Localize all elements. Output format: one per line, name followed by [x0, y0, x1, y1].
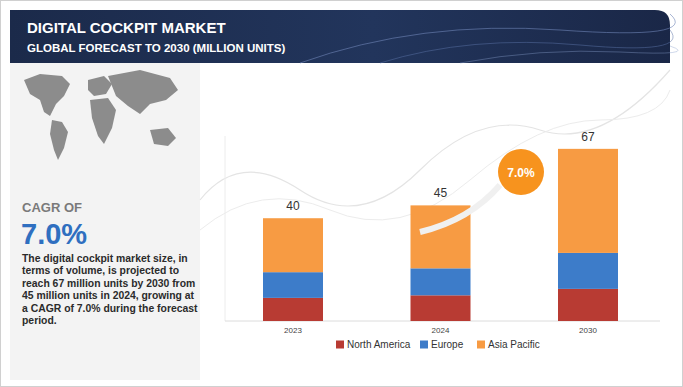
bar-segment [263, 298, 323, 321]
map-asia [108, 70, 178, 114]
x-tick-label: 2024 [432, 326, 450, 335]
bar-segment [411, 268, 471, 295]
bar-segment [263, 218, 323, 272]
legend-swatch [477, 341, 485, 349]
callout-circle [498, 149, 544, 195]
header-bar [10, 10, 670, 63]
x-tick-label: 2030 [579, 326, 597, 335]
map-north-america [24, 74, 70, 116]
summary-text: The digital cockpit market size, in term… [22, 253, 200, 327]
map-africa [90, 98, 116, 144]
total-label: 45 [434, 186, 448, 200]
header-streak [380, 30, 673, 63]
legend-label: Europe [431, 339, 464, 350]
map-australia [150, 128, 176, 146]
cagr-heading: CAGR OF [22, 200, 82, 215]
cagr-value: 7.0% [21, 218, 87, 250]
bar-segment [263, 272, 323, 298]
bars [263, 149, 618, 321]
world-map [24, 70, 178, 160]
frame [1, 1, 683, 387]
legend-label: North America [347, 339, 411, 350]
bar-segment [411, 295, 471, 321]
bar-segment [558, 149, 618, 253]
callout-curve [420, 185, 500, 232]
legend-swatch [336, 341, 344, 349]
bar-segment [558, 289, 618, 321]
legend-swatch [420, 341, 428, 349]
chart: DIGITAL COCKPIT MARKET GLOBAL FORECAST TO… [0, 0, 683, 387]
map-europe [88, 76, 112, 96]
legend-label: Asia Pacific [488, 339, 540, 350]
x-tick-label: 2023 [284, 326, 302, 335]
subtitle: GLOBAL FORECAST TO 2030 (MILLION UNITS) [27, 42, 286, 54]
title: DIGITAL COCKPIT MARKET [27, 19, 226, 36]
map-south-america [50, 120, 68, 160]
header-streak [460, 46, 678, 63]
y-axis-line [225, 136, 226, 321]
total-label: 67 [581, 130, 595, 144]
bar-segment [558, 253, 618, 289]
total-label: 40 [286, 199, 300, 213]
left-panel [10, 62, 200, 380]
header-streak [300, 14, 675, 63]
callout-text: 7.0% [507, 166, 535, 180]
